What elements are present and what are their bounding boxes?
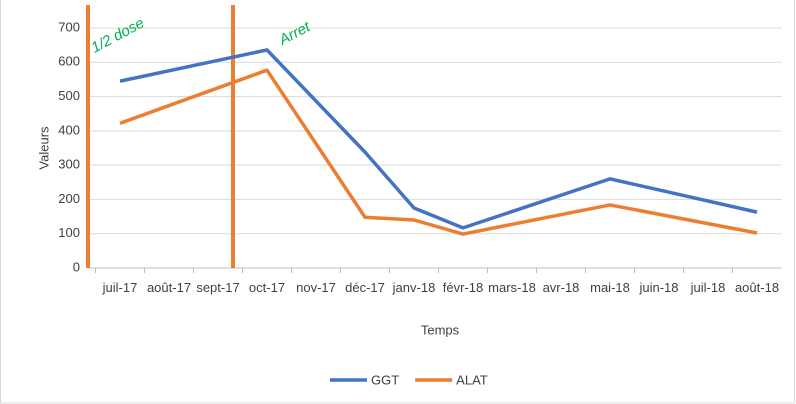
x-tick-label: sept-17 <box>196 280 240 295</box>
y-tick-label: 200 <box>58 191 80 206</box>
series-line <box>119 68 758 236</box>
x-tick-label: mars-18 <box>488 280 536 295</box>
x-tick-label: août-18 <box>734 280 780 295</box>
x-tick-label: janv-18 <box>392 280 436 295</box>
x-tick-label: oct-17 <box>248 280 286 295</box>
y-tick-label: 300 <box>58 157 80 172</box>
x-tick-label: août-17 <box>146 280 192 295</box>
x-tick-label: nov-17 <box>296 280 336 295</box>
annotation: Arret <box>276 18 314 49</box>
series-line <box>119 48 758 230</box>
annotation: 1/2 dose <box>88 15 147 57</box>
y-tick-label: 0 <box>73 259 80 274</box>
x-tick-label: juil-18 <box>690 280 726 295</box>
legend-label: ALAT <box>456 372 488 387</box>
y-tick-label: 600 <box>58 54 80 69</box>
x-tick-label: mai-18 <box>590 280 630 295</box>
x-tick-label: juin-18 <box>639 280 679 295</box>
y-tick-label: 500 <box>58 88 80 103</box>
y-tick-label: 700 <box>58 19 80 34</box>
x-tick-label: févr-18 <box>442 280 484 295</box>
legend-label: GGT <box>371 372 399 387</box>
y-tick-label: 100 <box>58 225 80 240</box>
x-tick-label: déc-17 <box>345 280 385 295</box>
y-tick-label: 400 <box>58 122 80 137</box>
x-axis-title: Temps <box>421 322 460 337</box>
x-tick-label: avr-18 <box>542 280 580 295</box>
x-tick-label: juil-17 <box>102 280 138 295</box>
y-axis-title: Valeurs <box>36 126 51 170</box>
